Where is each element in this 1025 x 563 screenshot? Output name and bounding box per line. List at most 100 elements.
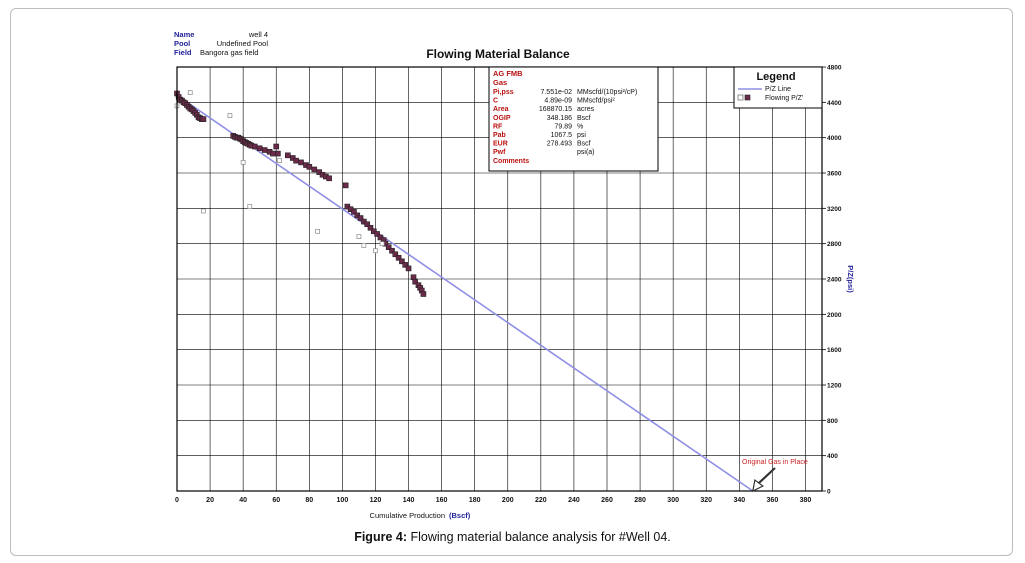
y-tick-label: 3600 [827,171,842,178]
flowing-pz-outlier-point [356,234,362,239]
flowing-pz-outlier-point [227,113,233,118]
x-tick-label: 320 [700,497,712,504]
results-row-value: 79.89 [554,123,572,130]
results-title: AG FMB [493,69,523,78]
y-tick-label: 1200 [827,383,842,390]
x-tick-label: 80 [305,497,313,504]
flowing-pz-point [357,215,364,221]
flowing-pz-outlier-point [201,208,206,214]
legend: Legend P/Z Line Flowing P/Z' [733,66,823,109]
flowing-pz-point [342,182,349,189]
results-row-label: EUR [493,141,508,148]
x-tick-label: 180 [469,497,481,504]
x-axis-unit: (Bscf) [449,511,471,520]
results-row-value: 278.493 [547,141,572,148]
y-tick-label: 2400 [827,277,842,284]
y-tick-label: 1600 [827,347,842,354]
ogip-annotation-arrow [758,467,776,484]
results-row-unit: psi [577,132,586,139]
results-row-value: 7.551e-02 [540,89,572,96]
legend-entry-pz-line: P/Z Line [765,86,791,93]
flowing-pz-outlier-point [247,204,253,209]
flowing-pz-outlier-point [361,243,367,248]
results-row-label: OGIP [493,115,511,122]
results-row-label: Area [493,106,509,113]
flowing-pz-point [306,164,313,170]
flowing-pz-point [402,262,409,268]
x-axis-label: Cumulative Production [370,511,445,520]
x-tick-label: 40 [239,497,247,504]
x-tick-label: 160 [436,497,448,504]
flowing-pz-point [261,147,268,153]
y-tick-label: 0 [827,489,831,496]
results-box: AG FMB Gas Pi,pss 7.551e-02 MMscfd/(10psi²… [488,66,659,172]
flowing-pz-point [367,224,374,231]
results-rows: Pi,pss 7.551e-02 MMscfd/(10psi²/cP) C 4.89e-… [493,89,637,165]
x-tick-label: 340 [733,497,745,504]
pz-line-series [176,94,754,492]
ogip-annotation-arrowhead [752,478,765,493]
y-tick-label: 4400 [827,100,842,107]
flowing-pz-point [275,150,281,157]
results-row-value: 1067.5 [551,132,573,139]
flowing-pz-point [399,258,405,265]
y-tick-label: 2800 [827,241,842,248]
results-row-unit: % [577,123,583,130]
well-info-label-field: Field [174,48,192,57]
x-tick-label: 200 [502,497,514,504]
well-info-value-field: Bangora gas field [200,48,258,57]
flowing-pz-outlier-point [240,160,246,165]
flowing-pz-point [392,251,399,258]
flowing-pz-point [389,247,395,254]
y-tick-label: 4800 [827,65,842,72]
flowing-pz-point [405,265,412,272]
flowing-pz-point [273,143,280,150]
results-subtitle: Gas [493,78,507,87]
flowing-pz-point [420,291,427,297]
flowing-pz-outlier-point [277,158,282,163]
flowing-pz-outlier-point [187,90,193,95]
y-tick-label: 400 [827,453,838,460]
flowing-pz-point [395,255,402,261]
results-row-value: 168870.15 [539,106,572,113]
x-tick-label: 280 [634,497,646,504]
flowing-pz-point [256,145,263,152]
x-tick-label: 120 [370,497,382,504]
results-row-unit: MMscfd/psi² [577,98,615,105]
results-row-label: Pwf [493,149,506,156]
ogip-annotation: Original Gas in Place [742,459,808,493]
y-tick-label: 4000 [827,135,842,142]
flowing-pz-point [298,159,304,166]
x-tick-label: 360 [767,497,779,504]
flowing-pz-point [385,244,392,250]
x-tick-label: 260 [601,497,613,504]
y-tick-label: 2000 [827,312,842,319]
flowing-pz-point [200,116,207,122]
ogip-annotation-text: Original Gas in Place [742,459,808,466]
figure-caption: Figure 4: Flowing material balance analy… [0,530,1025,544]
legend-marker-swatch [744,94,751,101]
flowing-pz-point [293,157,299,164]
caption-label: Figure 4: [354,530,407,544]
flowing-pz-point [251,143,258,150]
results-row-label: Pi,pss [493,89,514,96]
legend-entry-flowing-pz: Flowing P/Z' [765,95,803,102]
results-row-label: RF [493,123,503,130]
caption-text: Flowing material balance analysis for #W… [407,530,671,544]
results-row-unit: Bscf [577,115,591,122]
x-tick-label: 380 [800,497,812,504]
results-row-unit: Bscf [577,141,591,148]
chart-title: Flowing Material Balance [426,47,570,61]
well-info-value-pool: Undefined Pool [217,39,269,48]
well-info-value-name: well 4 [248,30,268,39]
pz-line [176,94,754,492]
flowing-pz-point [351,209,357,215]
x-tick-label: 300 [667,497,679,504]
legend-title: Legend [756,71,795,83]
results-row-unit: acres [577,106,595,113]
y-tick-label: 3200 [827,206,842,213]
results-row-unit: psi(a) [577,149,595,156]
x-tick-label: 240 [568,497,580,504]
well-info-label-pool: Pool [174,39,190,48]
flowing-pz-point [326,175,332,182]
